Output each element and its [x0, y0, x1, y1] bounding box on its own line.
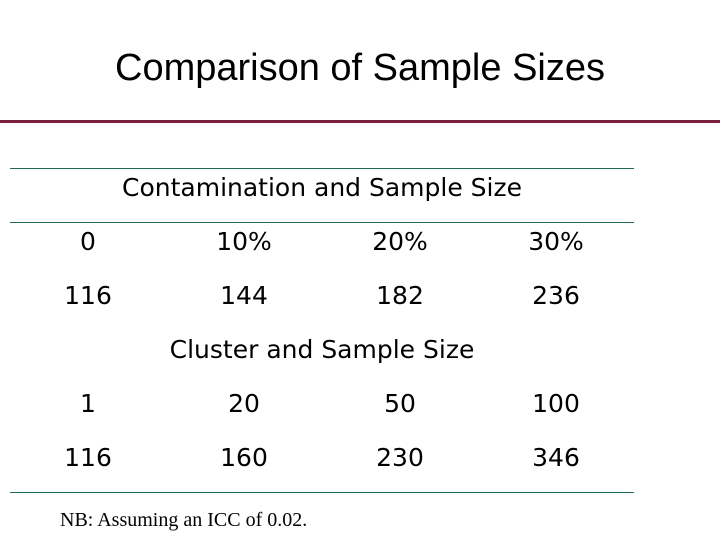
- table-cell: 116: [64, 443, 112, 472]
- table-cell: 230: [376, 443, 424, 472]
- table-cell: 144: [220, 281, 268, 310]
- table-cell: 236: [532, 281, 580, 310]
- table-cell: 100: [532, 389, 580, 418]
- contamination-level-row: 0 10% 20% 30%: [10, 225, 634, 259]
- cluster-size-row: 1 20 50 100: [10, 387, 634, 421]
- table-cell: 346: [532, 443, 580, 472]
- table-cell: 160: [220, 443, 268, 472]
- table-cell: 116: [64, 281, 112, 310]
- slide-title: Comparison of Sample Sizes: [115, 47, 605, 89]
- table-cell: 30%: [528, 227, 584, 256]
- cluster-table-header: Cluster and Sample Size: [169, 335, 475, 364]
- table-cell: 0: [80, 227, 96, 256]
- table-bottom-rule: [10, 492, 634, 493]
- table-cell: 10%: [216, 227, 272, 256]
- cluster-sample-size-row: 116 160 230 346: [10, 441, 634, 475]
- title-divider: [0, 120, 720, 123]
- table-cell: 50: [384, 389, 416, 418]
- contamination-sample-size-row: 116 144 182 236: [10, 279, 634, 313]
- table-cell: 20%: [372, 227, 428, 256]
- table-top-rule: [10, 168, 634, 169]
- table-cell: 20: [228, 389, 260, 418]
- table-header-rule: [10, 222, 634, 223]
- footnote: NB: Assuming an ICC of 0.02.: [60, 509, 308, 531]
- table-cell: 1: [80, 389, 96, 418]
- table-cell: 182: [376, 281, 424, 310]
- contamination-table-header: Contamination and Sample Size: [122, 173, 522, 202]
